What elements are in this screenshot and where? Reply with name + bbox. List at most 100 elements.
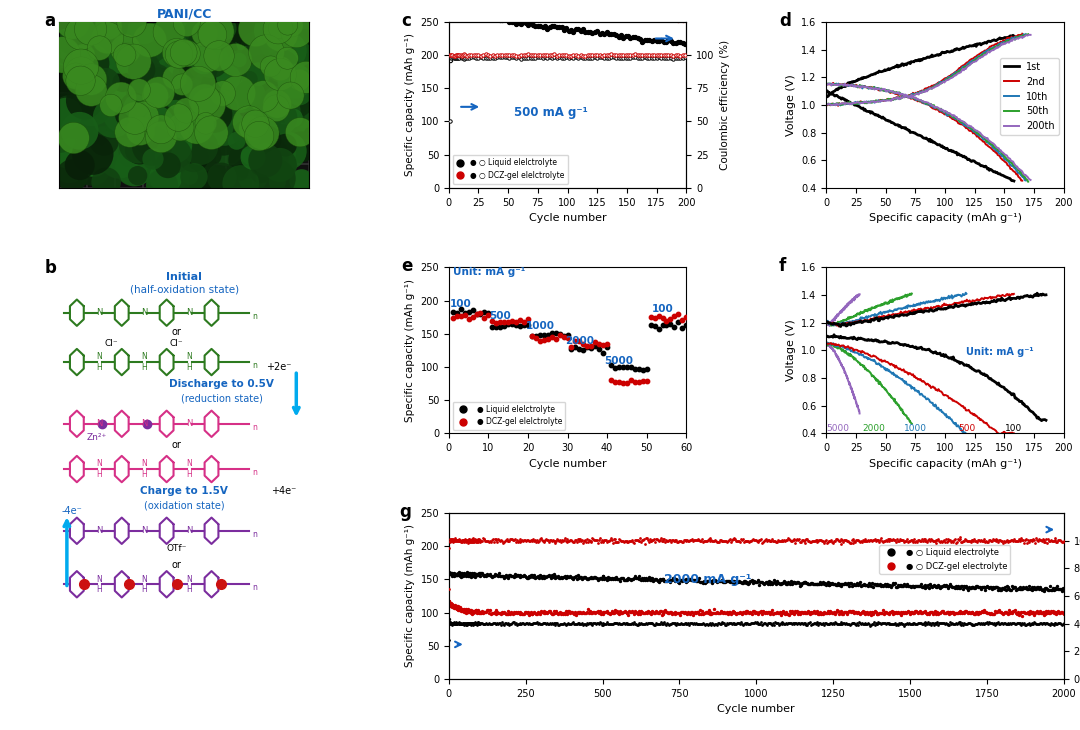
Point xyxy=(563,2,580,14)
Point xyxy=(733,534,751,545)
Point xyxy=(463,609,481,620)
Point xyxy=(613,572,631,584)
Point xyxy=(995,607,1012,618)
Point xyxy=(750,608,767,620)
Point xyxy=(868,580,886,591)
Point xyxy=(632,50,649,61)
Point xyxy=(1008,607,1025,619)
Point xyxy=(672,36,689,47)
Point xyxy=(792,580,809,591)
Point xyxy=(286,75,303,87)
Point xyxy=(847,607,864,618)
Point xyxy=(789,617,807,629)
Point xyxy=(507,607,524,618)
Point xyxy=(292,126,309,138)
Point xyxy=(202,130,219,142)
Point xyxy=(513,0,530,8)
Point xyxy=(495,570,512,582)
Point xyxy=(636,8,653,20)
Point xyxy=(486,607,503,618)
Point xyxy=(877,580,894,592)
Point xyxy=(456,569,473,580)
Point xyxy=(750,575,767,586)
Point xyxy=(734,533,752,545)
Point xyxy=(690,618,707,630)
Point xyxy=(921,618,939,629)
Point xyxy=(807,606,824,618)
Point xyxy=(456,617,473,629)
Point xyxy=(269,177,286,188)
Point xyxy=(861,607,878,618)
Text: Unit: mA g⁻¹: Unit: mA g⁻¹ xyxy=(967,347,1034,356)
Point xyxy=(644,52,661,64)
Point xyxy=(485,607,502,619)
Point xyxy=(922,620,940,631)
Point xyxy=(484,607,501,618)
Point xyxy=(1036,536,1053,548)
Point xyxy=(811,607,828,618)
Point xyxy=(906,534,923,545)
Point xyxy=(619,535,636,547)
Point xyxy=(558,618,576,629)
Point xyxy=(516,571,534,583)
Point xyxy=(114,50,132,61)
Point xyxy=(596,5,613,17)
Point xyxy=(808,618,825,629)
Point xyxy=(609,573,626,585)
Point xyxy=(494,0,511,6)
Point xyxy=(531,534,549,545)
Point xyxy=(624,607,642,618)
Point xyxy=(596,607,613,618)
Point xyxy=(638,532,656,544)
Point xyxy=(603,374,620,385)
Point xyxy=(483,571,500,583)
Point xyxy=(632,9,649,20)
Point xyxy=(454,570,471,582)
Point xyxy=(145,51,162,63)
Point xyxy=(732,577,750,588)
Point xyxy=(299,26,316,38)
Point xyxy=(908,536,926,548)
Point xyxy=(1007,582,1024,593)
Point xyxy=(698,535,715,547)
Point xyxy=(704,607,721,618)
Point xyxy=(667,52,685,64)
Point xyxy=(739,605,756,617)
Point xyxy=(642,311,659,323)
Point xyxy=(919,580,936,592)
Point xyxy=(771,578,788,590)
Point xyxy=(241,89,258,101)
Text: or: or xyxy=(172,327,181,337)
Point xyxy=(1039,584,1056,596)
Point xyxy=(636,607,653,618)
Point xyxy=(646,49,663,61)
Point xyxy=(1041,536,1058,548)
Point xyxy=(523,534,540,546)
Point xyxy=(1021,619,1038,631)
Point xyxy=(569,617,586,629)
Point xyxy=(698,618,715,630)
Point xyxy=(694,536,712,548)
Point xyxy=(544,571,562,583)
Point xyxy=(662,52,679,64)
Point xyxy=(931,535,948,547)
Point xyxy=(447,602,464,614)
Point xyxy=(802,606,820,618)
Point xyxy=(470,618,487,630)
Point xyxy=(538,606,555,618)
Point xyxy=(818,607,835,619)
Point xyxy=(462,569,480,581)
Point xyxy=(578,618,595,629)
Point xyxy=(531,52,549,64)
Point xyxy=(646,607,663,619)
Point xyxy=(778,534,795,546)
Point xyxy=(886,607,903,618)
Point xyxy=(1037,536,1054,548)
Point xyxy=(449,569,467,581)
Point xyxy=(677,574,694,585)
Point xyxy=(706,534,724,545)
Point xyxy=(742,607,759,618)
Point xyxy=(1001,618,1018,630)
Point xyxy=(508,18,525,30)
Point xyxy=(468,308,485,320)
